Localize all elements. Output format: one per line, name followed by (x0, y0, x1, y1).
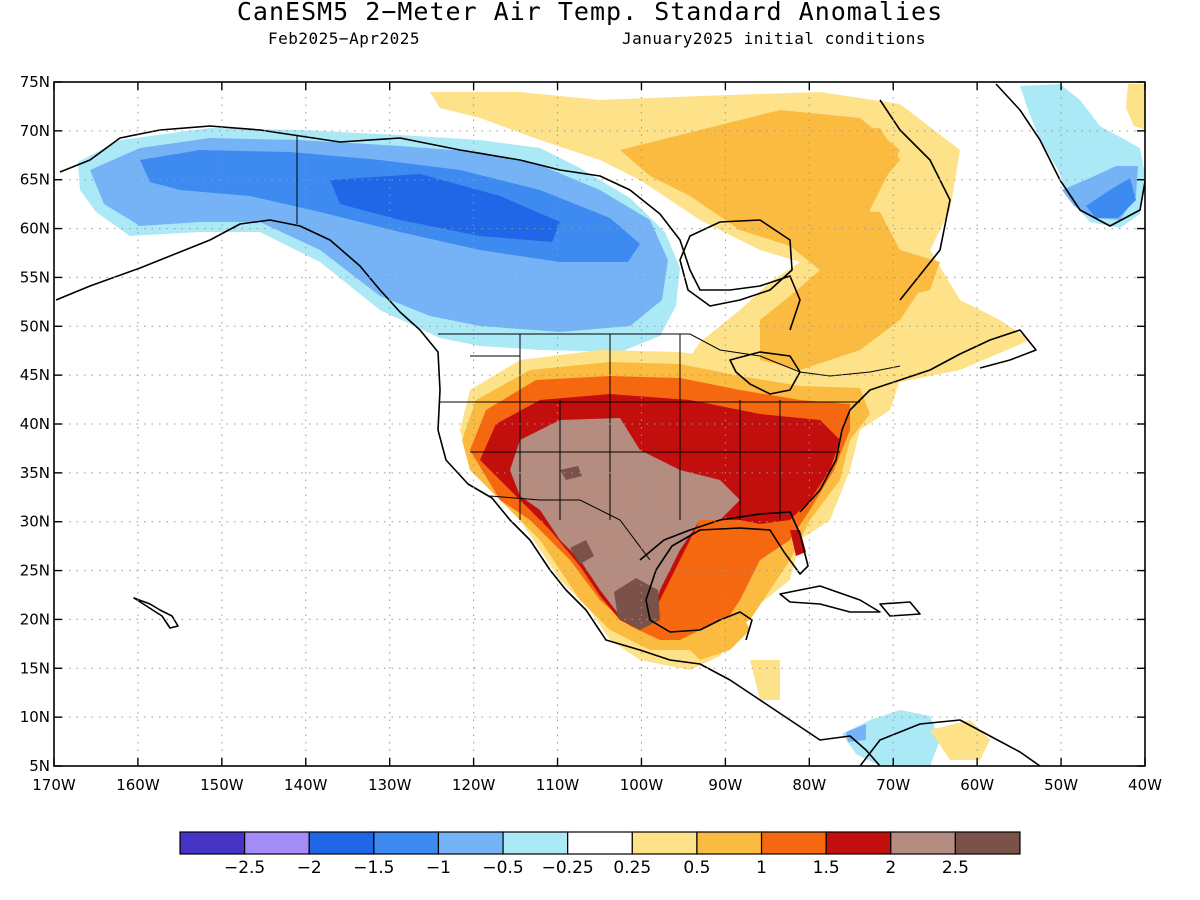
graticule (54, 82, 1145, 766)
colorbar-label: 2 (885, 858, 896, 878)
warm-anomaly-greenland-east (1126, 84, 1145, 130)
colorbar-swatch (179, 831, 246, 855)
lon-tick-label: 60W (960, 776, 994, 794)
caribbean-cold (842, 710, 940, 766)
lat-tick-label: 65N (20, 171, 50, 189)
warm-anomaly-peak-3 (560, 466, 582, 480)
lat-tick-label: 10N (20, 708, 50, 726)
lon-tick-label: 100W (620, 776, 664, 794)
colorbar-swatch (954, 831, 1021, 855)
lon-tick-label: 110W (536, 776, 580, 794)
great-lakes (729, 351, 801, 395)
hawaii (133, 597, 179, 629)
lon-tick-label: 170W (32, 776, 76, 794)
forecast-period: Feb2025−Apr2025 (268, 29, 420, 48)
colorbar-swatch (502, 831, 569, 855)
state-lines (440, 334, 860, 520)
lon-tick-label: 130W (368, 776, 412, 794)
colorbar-label: −2 (297, 858, 322, 878)
colorbar-swatch (373, 831, 440, 855)
colorbar-label: 2.5 (942, 858, 969, 878)
warm-anomaly-florida (790, 530, 806, 556)
warm-anomaly-labrador (836, 210, 940, 300)
lat-tick-label: 30N (20, 513, 50, 531)
colorbar-label: 0.25 (613, 858, 651, 878)
longitude-axis: 170W 160W 150W 140W 130W 120W 110W 100W 90W 80W 70… (32, 82, 1162, 794)
political-borders (296, 136, 901, 561)
lon-tick-label: 120W (452, 776, 496, 794)
colorbar-swatch (437, 831, 504, 855)
hispaniola (879, 601, 921, 617)
colorbar-label: −1.5 (353, 858, 394, 878)
warm-anomaly-baffin (820, 128, 900, 184)
colorbar-swatch (890, 831, 956, 855)
lat-tick-label: 45N (20, 366, 50, 384)
lat-tick-label: 35N (20, 464, 50, 482)
cuba (779, 585, 881, 613)
lat-tick-label: 60N (20, 220, 50, 238)
colorbar-label: −0.25 (542, 858, 594, 878)
colorbar-swatch (244, 831, 310, 855)
colorbar: −2.5 −2 −1.5 −1 −0.5 −0.25 0.25 0.5 1 1.5 2 2.5 (179, 831, 1021, 878)
anomaly-fields (78, 84, 1145, 766)
colorbar-label: −0.5 (482, 858, 523, 878)
lat-tick-label: 5N (29, 757, 50, 775)
lon-tick-label: 140W (284, 776, 328, 794)
lat-tick-label: 50N (20, 317, 50, 335)
initial-conditions: January2025 initial conditions (622, 29, 926, 48)
lon-tick-label: 150W (200, 776, 244, 794)
colorbar-label: 1 (756, 858, 767, 878)
lon-tick-label: 70W (876, 776, 910, 794)
map-title: CanESM5 2−Meter Air Temp. Standard Anoma… (236, 0, 944, 26)
colorbar-swatch (308, 831, 375, 855)
colorbar-swatch (631, 831, 698, 855)
lat-tick-label: 15N (20, 659, 50, 677)
lat-tick-label: 75N (20, 73, 50, 91)
gulf-coast (639, 511, 809, 641)
colorbar-swatch (567, 831, 633, 855)
hudson-bay (679, 219, 793, 307)
warm-anomaly-venezuela (930, 720, 990, 760)
warm-anomaly-yucatan (680, 610, 750, 660)
lon-tick-label: 160W (116, 776, 160, 794)
alaska-north-coast (59, 125, 801, 331)
us-mexico-border (489, 495, 651, 561)
caribbean-cold-mid (846, 724, 866, 742)
lon-tick-label: 90W (708, 776, 742, 794)
lat-tick-label: 20N (20, 610, 50, 628)
colorbar-label: −2.5 (224, 858, 265, 878)
colorbar-label: 0.5 (683, 858, 710, 878)
lat-tick-label: 40N (20, 415, 50, 433)
lat-tick-label: 25N (20, 562, 50, 580)
us-canada-border (438, 333, 901, 377)
colorbar-swatch (696, 831, 763, 855)
colorbar-swatch (825, 831, 892, 855)
south-america-coast (859, 719, 1041, 766)
lat-tick-label: 55N (20, 268, 50, 286)
lon-tick-label: 50W (1044, 776, 1078, 794)
east-coast (799, 329, 1037, 513)
lon-tick-label: 80W (792, 776, 826, 794)
colorbar-swatch (760, 831, 827, 855)
warm-anomaly-central-america (750, 660, 780, 700)
north-america-outline (55, 219, 881, 766)
cold-anomaly-core (330, 174, 560, 242)
greenland-coast (995, 83, 1145, 227)
greenland-cold-strong (1086, 178, 1136, 218)
colorbar-label: 1.5 (813, 858, 840, 878)
warm-anomaly-peak-2 (570, 540, 594, 564)
lon-tick-label: 40W (1128, 776, 1162, 794)
colorbar-label: −1 (426, 858, 451, 878)
lat-tick-label: 70N (20, 122, 50, 140)
latitude-axis: 75N 70N 65N 60N 55N 50N 45N 40N 35N 30N 25N 20N 15N 1… (20, 73, 1145, 775)
